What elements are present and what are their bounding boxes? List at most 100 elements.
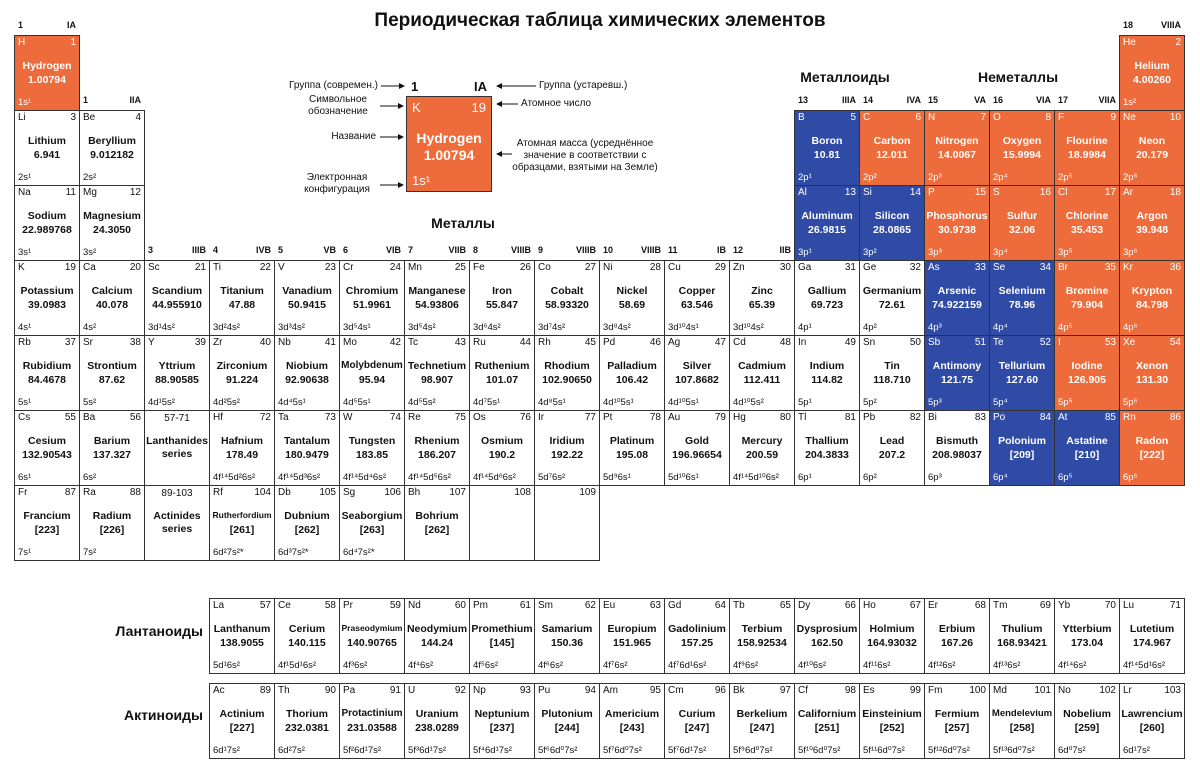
atomic-mass: 167.26 bbox=[940, 637, 974, 649]
element-name: Lead bbox=[879, 435, 905, 447]
element-name: Bohrium bbox=[415, 510, 459, 522]
electron-config: 3p⁶ bbox=[1123, 247, 1138, 258]
atomic-number: 51 bbox=[974, 337, 986, 348]
atomic-number: 92 bbox=[454, 685, 466, 696]
atomic-number: 78 bbox=[649, 412, 661, 423]
element-cell: Na 11 Sodium 22.989768 3s¹ bbox=[14, 185, 80, 261]
atomic-number: 10 bbox=[1169, 112, 1181, 123]
element-name: Carbon bbox=[873, 135, 911, 147]
element-name: Phosphorus bbox=[926, 210, 988, 222]
element-symbol: Ba bbox=[83, 412, 96, 423]
atomic-number: 8 bbox=[1045, 112, 1051, 123]
group-number: 7 bbox=[408, 245, 414, 255]
element-symbol: Sc bbox=[148, 262, 160, 273]
atomic-number: 83 bbox=[974, 412, 986, 423]
element-name: Nickel bbox=[616, 285, 648, 297]
element-name: Rubidium bbox=[22, 360, 72, 372]
electron-config: 4p¹ bbox=[798, 322, 812, 333]
element-name: Tantalum bbox=[284, 435, 330, 447]
group-number: 6 bbox=[343, 245, 349, 255]
atomic-mass: 12.011 bbox=[876, 149, 908, 161]
element-cell: Bh 107 Bohrium [262] bbox=[404, 485, 470, 561]
element-cell: Cs 55 Cesium 132.90543 6s¹ bbox=[14, 410, 80, 486]
element-symbol: He bbox=[1123, 37, 1136, 48]
element-cell: Se 34 Selenium 78.96 4p⁴ bbox=[989, 260, 1055, 336]
electron-config: 5f¹³6d⁰7s² bbox=[993, 745, 1035, 756]
element-symbol: Br bbox=[1058, 262, 1068, 273]
element-symbol: Cd bbox=[733, 337, 746, 348]
atomic-number: 1 bbox=[70, 37, 76, 48]
electron-config: 6p³ bbox=[928, 472, 942, 483]
element-symbol: Lr bbox=[1123, 685, 1132, 696]
electron-config: 5d¹⁰6s¹ bbox=[668, 472, 699, 483]
element-cell: Lr 103 Lawrencium [260] 6d¹7s² bbox=[1119, 683, 1185, 759]
element-symbol: Hg bbox=[733, 412, 746, 423]
atomic-mass: 107.8682 bbox=[675, 374, 719, 386]
element-cell: Ne 10 Neon 20.179 2p⁶ bbox=[1119, 110, 1185, 186]
electron-config: 5f²6d¹7s² bbox=[343, 745, 382, 756]
element-symbol: Ar bbox=[1123, 187, 1133, 198]
electron-config: 2s² bbox=[83, 172, 97, 183]
element-symbol: Sn bbox=[863, 337, 876, 348]
atomic-number: 74 bbox=[389, 412, 401, 423]
electron-config: 6d¹7s² bbox=[1123, 745, 1150, 756]
element-name: Radon bbox=[1135, 435, 1169, 447]
element-name: Lithium bbox=[28, 135, 66, 147]
element-symbol: W bbox=[343, 412, 353, 423]
element-symbol: Fe bbox=[473, 262, 485, 273]
electron-config: 3d⁵4s² bbox=[408, 322, 436, 333]
atomic-mass: 51.9961 bbox=[353, 299, 391, 311]
atomic-number: 24 bbox=[389, 262, 401, 273]
series-name: Actinides series bbox=[153, 510, 201, 535]
element-name: Samarium bbox=[541, 623, 593, 635]
element-cell: Ar 18 Argon 39.948 3p⁶ bbox=[1119, 185, 1185, 261]
atomic-number: 60 bbox=[454, 600, 466, 611]
element-symbol: Md bbox=[993, 685, 1007, 696]
key-config: 1s¹ bbox=[412, 173, 431, 188]
element-name: Ytterbium bbox=[1062, 623, 1112, 635]
atomic-mass: 30.9738 bbox=[938, 224, 976, 236]
atomic-mass: 54.93806 bbox=[415, 299, 459, 311]
element-name: Actinium bbox=[219, 708, 265, 720]
element-name: Oxygen bbox=[1002, 135, 1042, 147]
electron-config: 4f¹⁴5d⁶6s² bbox=[473, 472, 516, 483]
element-symbol: Mo bbox=[343, 337, 357, 348]
atomic-number: 85 bbox=[1104, 412, 1116, 423]
element-cell: Sb 51 Antimony 121.75 5p³ bbox=[924, 335, 990, 411]
group-header: 4 IVB bbox=[209, 245, 275, 257]
element-name: Praseodymium bbox=[341, 623, 403, 633]
element-cell: Au 79 Gold 196.96654 5d¹⁰6s¹ bbox=[664, 410, 730, 486]
group-number: 8 bbox=[473, 245, 479, 255]
atomic-mass: 40.078 bbox=[95, 299, 129, 311]
element-name: Antimony bbox=[932, 360, 982, 372]
element-name: Magnesium bbox=[83, 210, 141, 222]
atomic-number: 99 bbox=[909, 685, 921, 696]
element-symbol: Rb bbox=[18, 337, 31, 348]
element-symbol: Pr bbox=[343, 600, 353, 611]
element-name: Sulfur bbox=[1006, 210, 1038, 222]
atomic-number: 96 bbox=[714, 685, 726, 696]
element-name: Tungsten bbox=[348, 435, 396, 447]
electron-config: 4f¹³6s² bbox=[993, 660, 1021, 671]
atomic-number: 106 bbox=[384, 487, 401, 498]
element-name: Strontium bbox=[87, 360, 137, 372]
element-cell: Rh 45 Rhodium 102.90650 4d⁸5s¹ bbox=[534, 335, 600, 411]
element-symbol: Kr bbox=[1123, 262, 1133, 273]
atomic-number: 39 bbox=[194, 337, 206, 348]
element-name: Polonium bbox=[998, 435, 1046, 447]
atomic-mass: 72.61 bbox=[878, 299, 906, 311]
element-cell: Ac 89 Actinium [227] 6d¹7s² bbox=[209, 683, 275, 759]
atomic-mass: 232.0381 bbox=[285, 722, 329, 734]
element-cell: Ga 31 Gallium 69.723 4p¹ bbox=[794, 260, 860, 336]
atomic-number: 59 bbox=[389, 600, 401, 611]
series-name: Lanthanides series bbox=[146, 435, 208, 460]
atomic-mass: 195.08 bbox=[615, 449, 649, 461]
element-name: Holmium bbox=[869, 623, 915, 635]
key-symbol: K bbox=[412, 100, 421, 115]
atomic-number: 67 bbox=[909, 600, 921, 611]
key-group-number: 1 bbox=[411, 79, 419, 94]
element-name: Palladium bbox=[607, 360, 657, 372]
atomic-mass: 174.967 bbox=[1133, 637, 1171, 649]
element-name: Nitrogen bbox=[935, 135, 979, 147]
electron-config: 4s¹ bbox=[18, 322, 32, 333]
